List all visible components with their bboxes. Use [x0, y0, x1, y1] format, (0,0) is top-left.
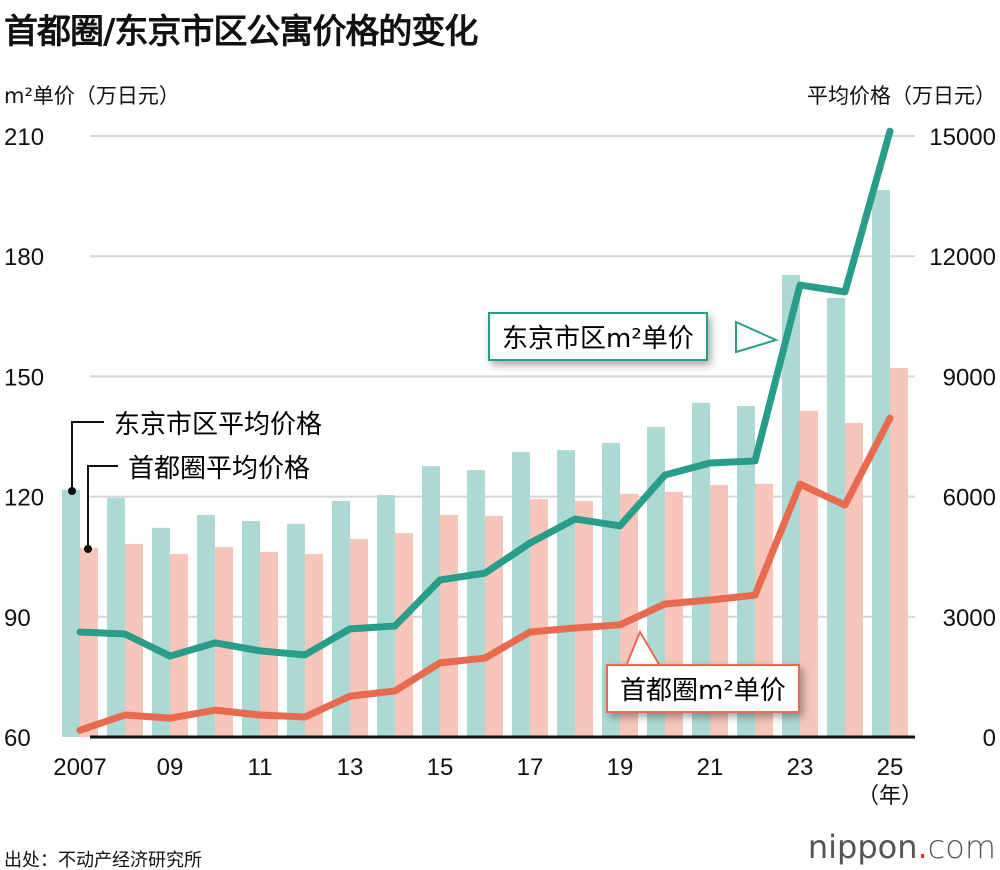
- left-tick-label: 210: [4, 124, 44, 151]
- leader-capital-bar: [87, 465, 118, 548]
- bar-tokyo-avg-price: [287, 523, 305, 737]
- right-tick-label: 9000: [943, 364, 996, 391]
- bar-tokyo-avg-price: [422, 466, 440, 737]
- bar-capital-avg-price: [575, 501, 593, 737]
- bar-capital-avg-price: [305, 553, 323, 737]
- x-tick-label: 2007: [53, 754, 106, 781]
- bar-capital-avg-price: [80, 547, 98, 737]
- bar-capital-avg-price: [530, 499, 548, 737]
- bar-capital-avg-price: [440, 515, 458, 737]
- right-tick-label: 0: [983, 725, 996, 752]
- bar-tokyo-avg-price: [467, 470, 485, 737]
- bar-tokyo-avg-price: [107, 497, 125, 737]
- x-tick-label: 09: [157, 754, 184, 781]
- bar-tokyo-avg-price: [332, 501, 350, 737]
- bar-tokyo-avg-price: [62, 489, 80, 737]
- bar-tokyo-avg-price: [827, 297, 845, 737]
- legend-capital-bar: 首都圈平均价格: [128, 454, 311, 484]
- x-tick-label: 11: [248, 754, 273, 781]
- x-unit-label: （年）: [857, 784, 923, 809]
- bar-capital-avg-price: [260, 551, 278, 737]
- bar-tokyo-avg-price: [512, 452, 530, 737]
- bar-capital-avg-price: [800, 410, 818, 737]
- bar-tokyo-avg-price: [377, 494, 395, 737]
- bar-tokyo-avg-price: [602, 442, 620, 737]
- bar-capital-avg-price: [485, 515, 503, 737]
- x-tick-label: 15: [427, 754, 454, 781]
- logo-tail: com: [927, 828, 996, 866]
- right-tick-label: 12000: [929, 244, 996, 271]
- x-tick-label: 13: [337, 754, 364, 781]
- x-tick-label: 17: [517, 754, 544, 781]
- bar-capital-avg-price: [350, 539, 368, 737]
- leader-dot: [68, 487, 76, 495]
- callout-capital-line: 首都圈m²单价: [606, 664, 800, 713]
- x-tick-label: 19: [607, 754, 634, 781]
- right-tick-label: 6000: [943, 485, 996, 512]
- bar-tokyo-avg-price: [197, 515, 215, 737]
- bar-tokyo-avg-price: [692, 402, 710, 737]
- legend-tokyo-bar: 东京市区平均价格: [114, 410, 323, 440]
- bar-tokyo-avg-price: [872, 190, 890, 738]
- callout-pointer-tokyo: [735, 320, 779, 354]
- leader-dot: [84, 545, 92, 553]
- x-tick-label: 25: [877, 754, 904, 781]
- left-tick-label: 90: [4, 605, 31, 632]
- callout-tokyo-line: 东京市区m²单价: [488, 312, 708, 361]
- left-tick-label: 180: [4, 244, 44, 271]
- bar-capital-avg-price: [170, 553, 188, 737]
- chart-title: 首都圈/东京市区公寓价格的变化: [4, 12, 478, 52]
- leader-tokyo-bar: [71, 421, 104, 490]
- bar-tokyo-avg-price: [737, 406, 755, 737]
- right-tick-label: 3000: [943, 605, 996, 632]
- bar-tokyo-avg-price: [152, 527, 170, 737]
- bar-tokyo-avg-price: [242, 521, 260, 737]
- source-note: 出处：不动产经济研究所: [4, 850, 202, 870]
- nippon-logo: nippon.com: [808, 828, 996, 866]
- right-tick-label: 15000: [929, 124, 996, 151]
- bar-tokyo-avg-price: [557, 450, 575, 737]
- x-tick-label: 21: [697, 754, 724, 781]
- left-tick-label: 150: [4, 364, 44, 391]
- left-tick-label: 60: [4, 725, 31, 752]
- right-axis-label: 平均价格（万日元）: [807, 84, 996, 108]
- bar-capital-avg-price: [395, 533, 413, 737]
- left-axis-label: m²单价（万日元）: [4, 84, 180, 108]
- x-tick-label: 23: [787, 754, 814, 781]
- logo-dot: .: [917, 828, 928, 866]
- logo-main: nippon: [807, 828, 918, 866]
- bar-capital-avg-price: [890, 367, 908, 737]
- left-tick-label: 120: [4, 485, 44, 512]
